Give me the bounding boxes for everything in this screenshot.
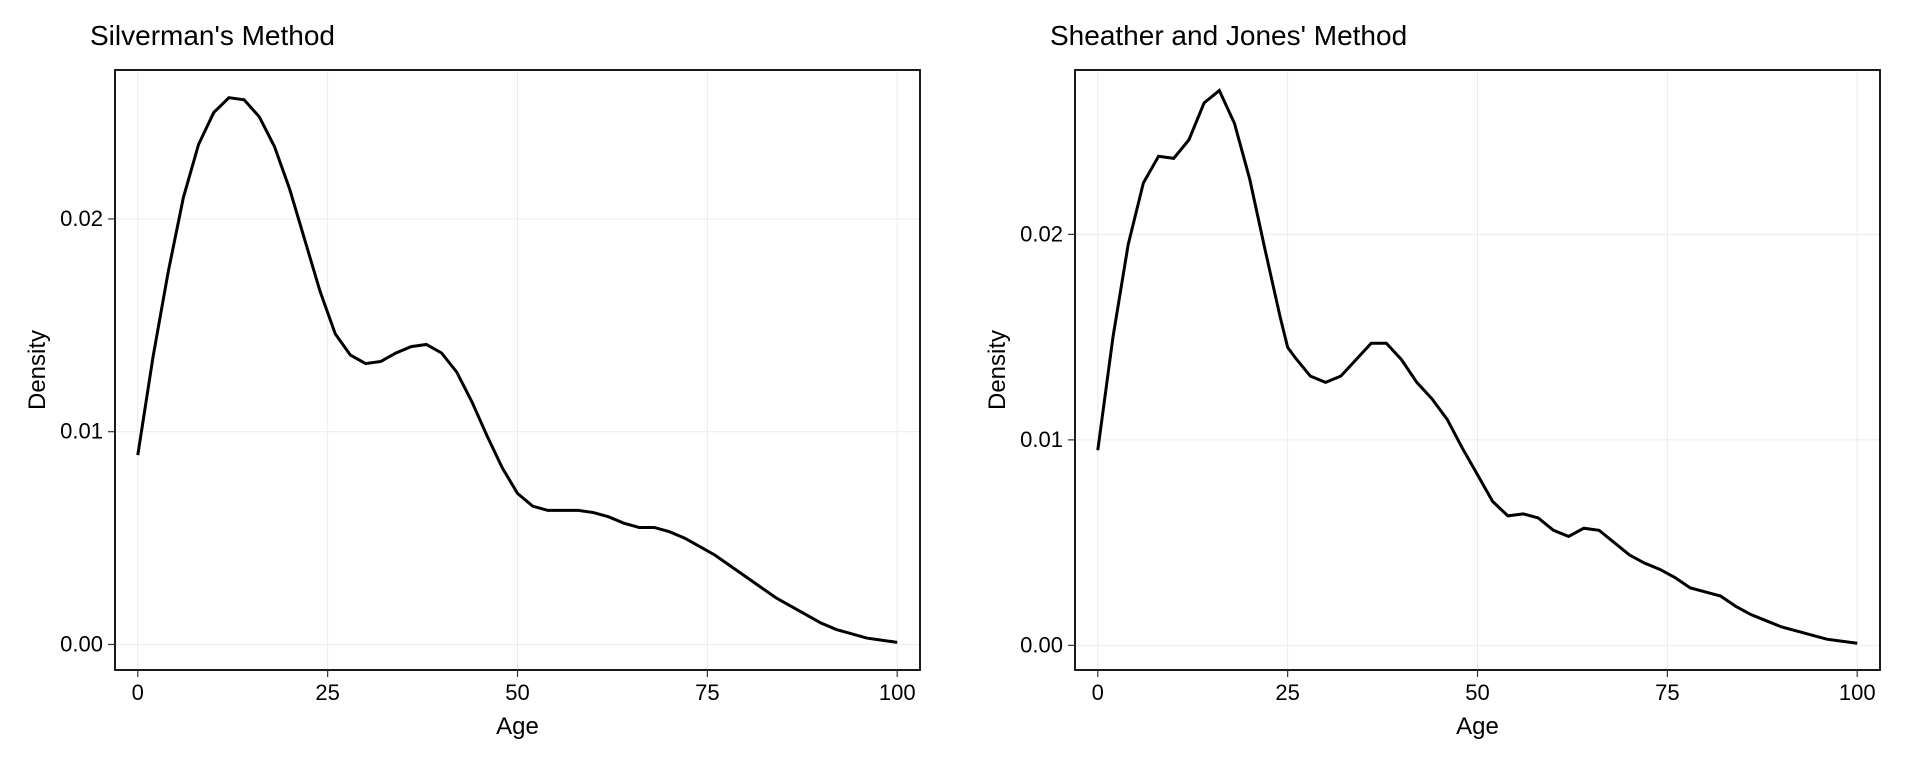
y-tick-label: 0.01 [60,419,103,444]
x-tick-label: 50 [1465,680,1489,705]
chart-svg-0: 0 25 50 75 100 0.00 0.01 0.02 Age Density [20,60,940,748]
y-tick-label: 0.02 [1020,221,1063,246]
x-tick-label: 25 [315,680,339,705]
x-tick-label: 0 [1092,680,1104,705]
y-tick-label: 0.02 [60,206,103,231]
y-tick-label: 0.01 [1020,427,1063,452]
plot-area: 0 25 50 75 100 0.00 0.01 0.02 Age Density [20,60,940,748]
x-tick-label: 75 [695,680,719,705]
panel-title: Sheather and Jones' Method [1050,20,1900,52]
x-axis-label: Age [496,713,539,740]
x-tick-label: 75 [1655,680,1679,705]
y-tick-label: 0.00 [60,631,103,656]
x-tick-label: 100 [1839,680,1876,705]
panel-silverman: Silverman's Method 0 25 50 75 100 0.00 0.01 0.0… [0,0,960,768]
y-axis-label: Density [24,330,51,410]
x-tick-label: 0 [132,680,144,705]
x-tick-label: 100 [879,680,916,705]
y-tick-label: 0.00 [1020,632,1063,657]
chart-container: Silverman's Method 0 25 50 75 100 0.00 0.01 0.0… [0,0,1920,768]
panel-title: Silverman's Method [90,20,940,52]
plot-area: 0 25 50 75 100 0.00 0.01 0.02 Age Density [980,60,1900,748]
y-axis-label: Density [984,330,1011,410]
x-tick-label: 25 [1275,680,1299,705]
x-tick-label: 50 [505,680,529,705]
chart-svg-1: 0 25 50 75 100 0.00 0.01 0.02 Age Density [980,60,1900,748]
panel-sheather-jones: Sheather and Jones' Method 0 25 50 75 100 0.0… [960,0,1920,768]
x-axis-label: Age [1456,713,1499,740]
